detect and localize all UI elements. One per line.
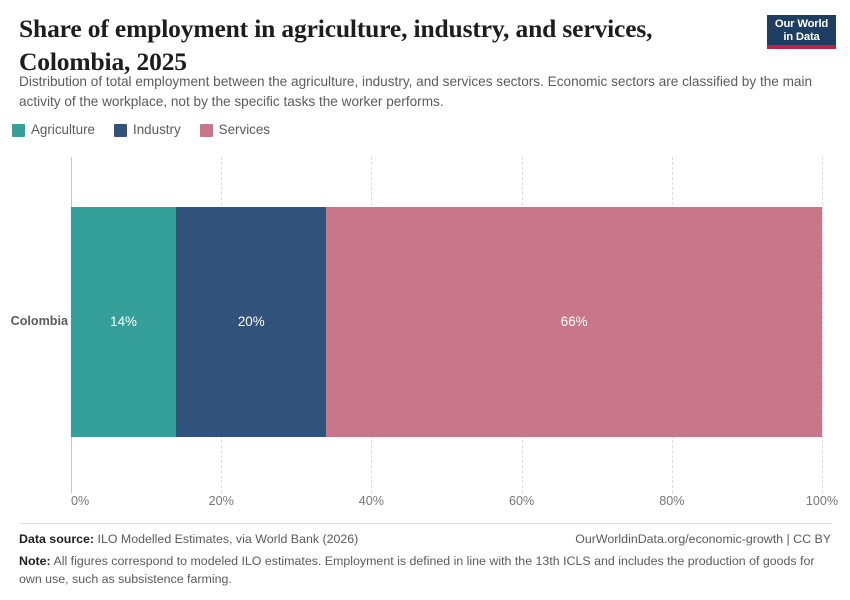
logo-accent-bar: [767, 45, 836, 49]
legend-label-industry: Industry: [133, 122, 181, 137]
legend-item-agriculture[interactable]: Agriculture: [12, 123, 95, 137]
x-tick-60%: 60%: [508, 494, 535, 508]
logo-line-1: Our World: [774, 17, 829, 30]
gridline-60: [521, 157, 523, 493]
bar-segment-services[interactable]: 66%: [326, 207, 822, 437]
bar-segment-agriculture[interactable]: 14%: [71, 207, 177, 437]
source-url-link[interactable]: OurWorldinData.org/economic-growth | CC …: [575, 532, 831, 546]
page-title: Share of employment in agriculture, indu…: [19, 14, 653, 76]
x-tick-40%: 40%: [358, 494, 384, 508]
x-tick-100%: 100%: [805, 494, 839, 508]
gridline-80: [671, 157, 673, 493]
footer-note-text: All figures correspond to modeled ILO es…: [19, 554, 815, 586]
our-world-in-data-logo[interactable]: Our World in Data: [767, 15, 836, 49]
footer-top-line: Data source: ILO Modelled Estimates, via…: [19, 531, 831, 549]
x-tick-0%: 0%: [71, 494, 90, 508]
gridline-20: [221, 157, 223, 493]
y-axis-line: [71, 157, 73, 493]
bar-segment-industry[interactable]: 20%: [176, 207, 327, 437]
legend-item-industry[interactable]: Industry: [114, 123, 181, 137]
gridline-100: [822, 157, 823, 493]
gridline-40: [371, 157, 373, 493]
entity-label-colombia: Colombia: [10, 314, 68, 328]
bar-value-services: 66%: [560, 314, 588, 329]
footer-note-prefix: Note:: [19, 554, 51, 568]
data-source-text: ILO Modelled Estimates, via World Bank (…: [97, 532, 359, 546]
legend-label-services: Services: [218, 122, 271, 137]
legend-swatch-agriculture: [12, 123, 25, 137]
legend-swatch-industry: [114, 123, 128, 137]
chart-legend: Agriculture Industry Services: [12, 123, 270, 137]
bar-value-industry: 20%: [237, 314, 265, 329]
logo-box: Our World in Data: [767, 15, 836, 45]
legend-swatch-services: [199, 123, 213, 137]
x-tick-80%: 80%: [659, 494, 685, 508]
footer-divider: [19, 523, 831, 524]
data-source: Data source: ILO Modelled Estimates, via…: [19, 531, 358, 549]
chart-subtitle: Distribution of total employment between…: [19, 74, 813, 109]
legend-item-services[interactable]: Services: [199, 122, 271, 137]
footer-note: Note: All figures correspond to modeled …: [19, 553, 831, 588]
logo-line-2: in Data: [783, 30, 820, 43]
data-source-prefix: Data source:: [19, 532, 95, 546]
table-row: 14% 20% 66%: [71, 207, 822, 437]
bar-value-agriculture: 14%: [110, 314, 137, 329]
x-tick-20%: 20%: [208, 494, 234, 508]
chart-footer: Data source: ILO Modelled Estimates, via…: [19, 531, 831, 586]
legend-label-agriculture: Agriculture: [31, 122, 96, 137]
